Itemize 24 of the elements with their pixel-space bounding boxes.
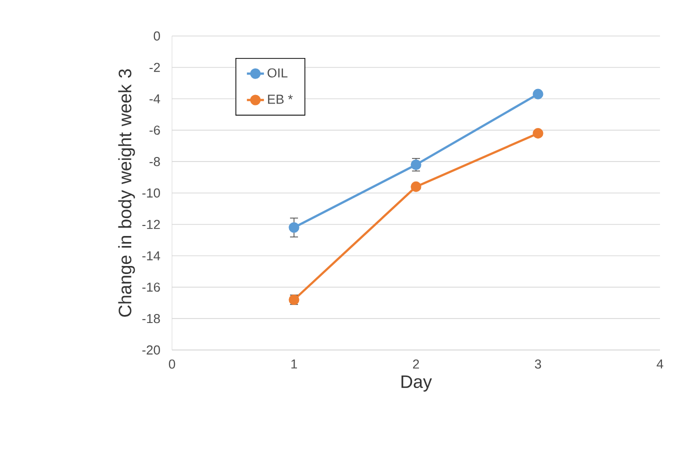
y-tick-label: -14 <box>142 251 160 260</box>
y-tick-label: 0 <box>154 31 160 41</box>
y-tick-label: -6 <box>150 126 160 135</box>
y-tick-label: -16 <box>142 282 160 292</box>
legend-label: OIL <box>268 68 288 78</box>
point <box>410 181 422 192</box>
y-tick-label: -4 <box>150 94 160 104</box>
x-tick-label: 4 <box>656 360 664 368</box>
x-tick-label: 2 <box>413 360 419 369</box>
point <box>288 222 300 233</box>
legend-label: EB * <box>268 94 293 104</box>
y-tick-label: -18 <box>142 314 160 324</box>
y-tick-label: -12 <box>142 220 160 229</box>
y-tick-label: -8 <box>150 156 160 166</box>
point <box>532 128 544 139</box>
y-tick-label: -20 <box>142 345 160 355</box>
point <box>532 88 544 100</box>
x-axis-title: Day <box>402 376 432 392</box>
x-tick-label: 1 <box>291 360 297 368</box>
x-tick-label: 3 <box>534 360 542 369</box>
y-tick-label: -2 <box>150 62 160 72</box>
y-axis-title: Change in body weight week 3 <box>118 69 135 317</box>
y-tick-label: -10 <box>142 188 160 198</box>
x-tick-label: 0 <box>168 360 176 369</box>
